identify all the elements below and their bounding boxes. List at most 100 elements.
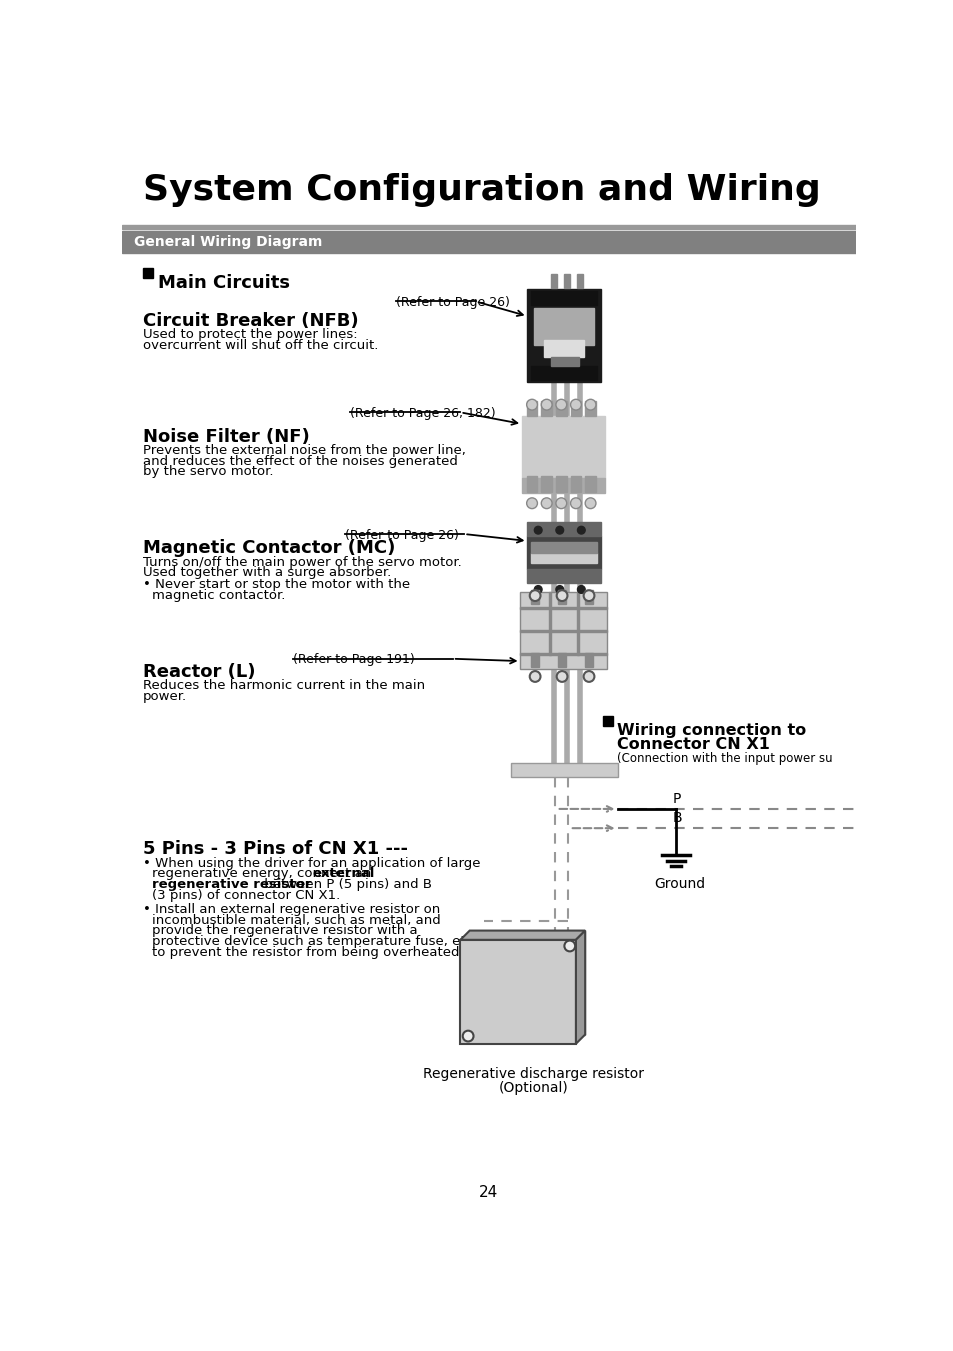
Bar	[530, 554, 597, 562]
Circle shape	[556, 585, 563, 593]
Text: provide the regenerative resistor with a: provide the regenerative resistor with a	[152, 924, 417, 938]
Circle shape	[540, 497, 552, 508]
Text: 24: 24	[478, 1185, 498, 1200]
Circle shape	[540, 400, 552, 411]
Bar	[526, 401, 537, 416]
Circle shape	[529, 590, 540, 601]
Bar	[520, 631, 606, 632]
Text: • Never start or stop the motor with the: • Never start or stop the motor with the	[143, 578, 410, 590]
Text: between P (5 pins) and B: between P (5 pins) and B	[260, 878, 432, 892]
Bar	[550, 274, 557, 288]
Bar	[556, 401, 566, 416]
Text: • Install an external regenerative resistor on: • Install an external regenerative resis…	[143, 902, 440, 916]
Bar	[584, 654, 592, 667]
Text: (Refer to Page 26): (Refer to Page 26)	[395, 296, 509, 309]
Bar	[530, 366, 597, 380]
Circle shape	[529, 671, 540, 682]
Circle shape	[557, 671, 567, 682]
Text: System Configuration and Wiring: System Configuration and Wiring	[143, 173, 821, 207]
Bar	[143, 267, 153, 277]
Bar	[556, 477, 566, 492]
Bar	[570, 401, 580, 416]
Bar	[577, 592, 578, 655]
Bar	[584, 401, 596, 416]
Bar	[121, 231, 856, 253]
Circle shape	[577, 527, 584, 534]
Bar	[520, 654, 606, 655]
Bar	[520, 592, 606, 669]
Text: P: P	[672, 792, 679, 805]
Polygon shape	[576, 931, 584, 1044]
Bar	[460, 940, 576, 1044]
Text: Main Circuits: Main Circuits	[157, 274, 290, 292]
Circle shape	[462, 1031, 473, 1042]
Bar	[602, 716, 612, 725]
Bar	[527, 536, 600, 569]
Text: (Refer to Page 191): (Refer to Page 191)	[293, 654, 414, 666]
Text: external: external	[313, 867, 375, 881]
Circle shape	[534, 585, 541, 593]
Text: (3 pins) of connector CN X1.: (3 pins) of connector CN X1.	[152, 889, 340, 902]
Text: B: B	[672, 811, 681, 825]
Text: Connector CN X1: Connector CN X1	[616, 738, 769, 753]
Bar	[584, 590, 592, 604]
Circle shape	[584, 497, 596, 508]
Bar	[544, 340, 583, 357]
Text: Ground: Ground	[654, 877, 705, 890]
Polygon shape	[460, 931, 584, 940]
Text: Wiring connection to: Wiring connection to	[616, 723, 805, 738]
Text: protective device such as temperature fuse, etc,: protective device such as temperature fu…	[152, 935, 477, 948]
Bar	[511, 763, 617, 777]
Bar	[527, 569, 600, 582]
Text: (Refer to Page 26): (Refer to Page 26)	[345, 528, 458, 542]
Text: Reduces the harmonic current in the main: Reduces the harmonic current in the main	[143, 678, 425, 692]
Bar	[521, 416, 604, 478]
Circle shape	[534, 527, 541, 534]
Circle shape	[577, 585, 584, 593]
Bar	[548, 592, 550, 655]
Bar	[469, 931, 584, 1035]
Text: • When using the driver for an application of large: • When using the driver for an applicati…	[143, 857, 480, 870]
Text: (Refer to Page 26, 182): (Refer to Page 26, 182)	[349, 407, 495, 420]
Bar	[540, 477, 552, 492]
Bar	[527, 289, 600, 381]
Text: and reduces the effect of the noises generated: and reduces the effect of the noises gen…	[143, 455, 457, 467]
Bar	[526, 477, 537, 492]
Text: magnetic contactor.: magnetic contactor.	[152, 589, 286, 601]
Bar	[558, 590, 565, 604]
Bar	[558, 654, 565, 667]
Text: Circuit Breaker (NFB): Circuit Breaker (NFB)	[143, 312, 358, 330]
Bar	[584, 477, 596, 492]
Bar	[533, 308, 594, 345]
Bar	[563, 274, 569, 288]
Text: (Connection with the input power su: (Connection with the input power su	[616, 753, 832, 765]
Text: power.: power.	[143, 689, 187, 703]
Bar	[521, 478, 604, 493]
Text: Used together with a surge absorber.: Used together with a surge absorber.	[143, 566, 391, 580]
Bar	[530, 290, 597, 304]
Circle shape	[556, 527, 563, 534]
Text: regenerative resistor: regenerative resistor	[152, 878, 312, 892]
Text: 5 Pins - 3 Pins of CN X1 ---: 5 Pins - 3 Pins of CN X1 ---	[143, 840, 408, 858]
Circle shape	[557, 590, 567, 601]
Circle shape	[556, 497, 566, 508]
Text: to prevent the resistor from being overheated.: to prevent the resistor from being overh…	[152, 946, 463, 959]
Circle shape	[570, 497, 580, 508]
Text: Regenerative discharge resistor: Regenerative discharge resistor	[422, 1067, 643, 1081]
Text: by the servo motor.: by the servo motor.	[143, 466, 274, 478]
Text: Magnetic Contactor (MC): Magnetic Contactor (MC)	[143, 539, 395, 558]
Circle shape	[570, 400, 580, 411]
Bar	[530, 543, 597, 554]
Text: (Optional): (Optional)	[498, 1081, 568, 1094]
Bar	[520, 607, 606, 609]
Text: regenerative energy, connect an: regenerative energy, connect an	[152, 867, 375, 881]
Text: Prevents the external noise from the power line,: Prevents the external noise from the pow…	[143, 444, 466, 457]
Circle shape	[584, 400, 596, 411]
Bar	[121, 226, 856, 230]
Bar	[550, 357, 578, 366]
Circle shape	[526, 497, 537, 508]
Bar	[527, 523, 600, 536]
Text: Used to protect the power lines:: Used to protect the power lines:	[143, 328, 357, 342]
Bar	[540, 401, 552, 416]
Bar	[531, 654, 538, 667]
